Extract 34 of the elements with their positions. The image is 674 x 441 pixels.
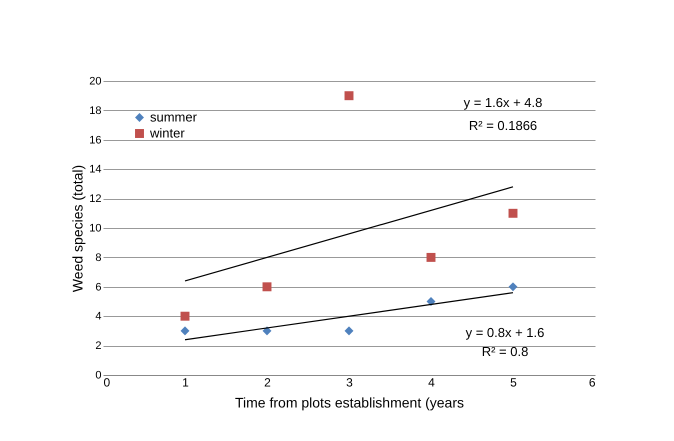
point: [344, 326, 354, 336]
y-axis-title: Weed species (total): [69, 164, 86, 292]
y-tick-label: 8: [95, 252, 102, 264]
point: [344, 91, 354, 100]
x-tick-label: 3: [346, 376, 354, 390]
y-tick-label: 2: [95, 340, 102, 352]
y-tick-label: 18: [89, 104, 102, 117]
y-tick-label: 10: [89, 222, 102, 234]
legend-label: winter: [149, 126, 186, 140]
x-tick-label: 5: [510, 376, 518, 390]
y-tick-label: 6: [95, 281, 102, 294]
point: [426, 252, 436, 262]
x-axis-title: Time from plots establishment (years: [235, 394, 464, 410]
point: [262, 326, 272, 336]
y-tick-label: 20: [89, 76, 102, 88]
x-tick-label: 1: [182, 376, 190, 390]
legend-label: summer: [150, 110, 198, 124]
point: [508, 282, 518, 292]
y-tick-label: 4: [95, 310, 102, 323]
x-tick-label: 6: [588, 376, 596, 390]
x-tick-label: 4: [428, 376, 436, 390]
y-tick-label: 14: [89, 164, 102, 176]
annotation: R² = 0.8: [482, 344, 528, 359]
annotation: y = 1.6x + 4.8: [464, 95, 542, 110]
y-tick-label: 12: [89, 193, 102, 206]
annotation: y = 0.8x + 1.6: [466, 325, 544, 340]
point: [508, 208, 518, 218]
point: [180, 312, 190, 321]
point: [180, 326, 190, 336]
x-tick-label: 0: [104, 376, 110, 390]
x-tick-label: 2: [264, 376, 272, 390]
point: [262, 282, 272, 292]
y-tick-label: 16: [89, 134, 102, 146]
annotation: R² = 0.1866: [468, 118, 538, 133]
